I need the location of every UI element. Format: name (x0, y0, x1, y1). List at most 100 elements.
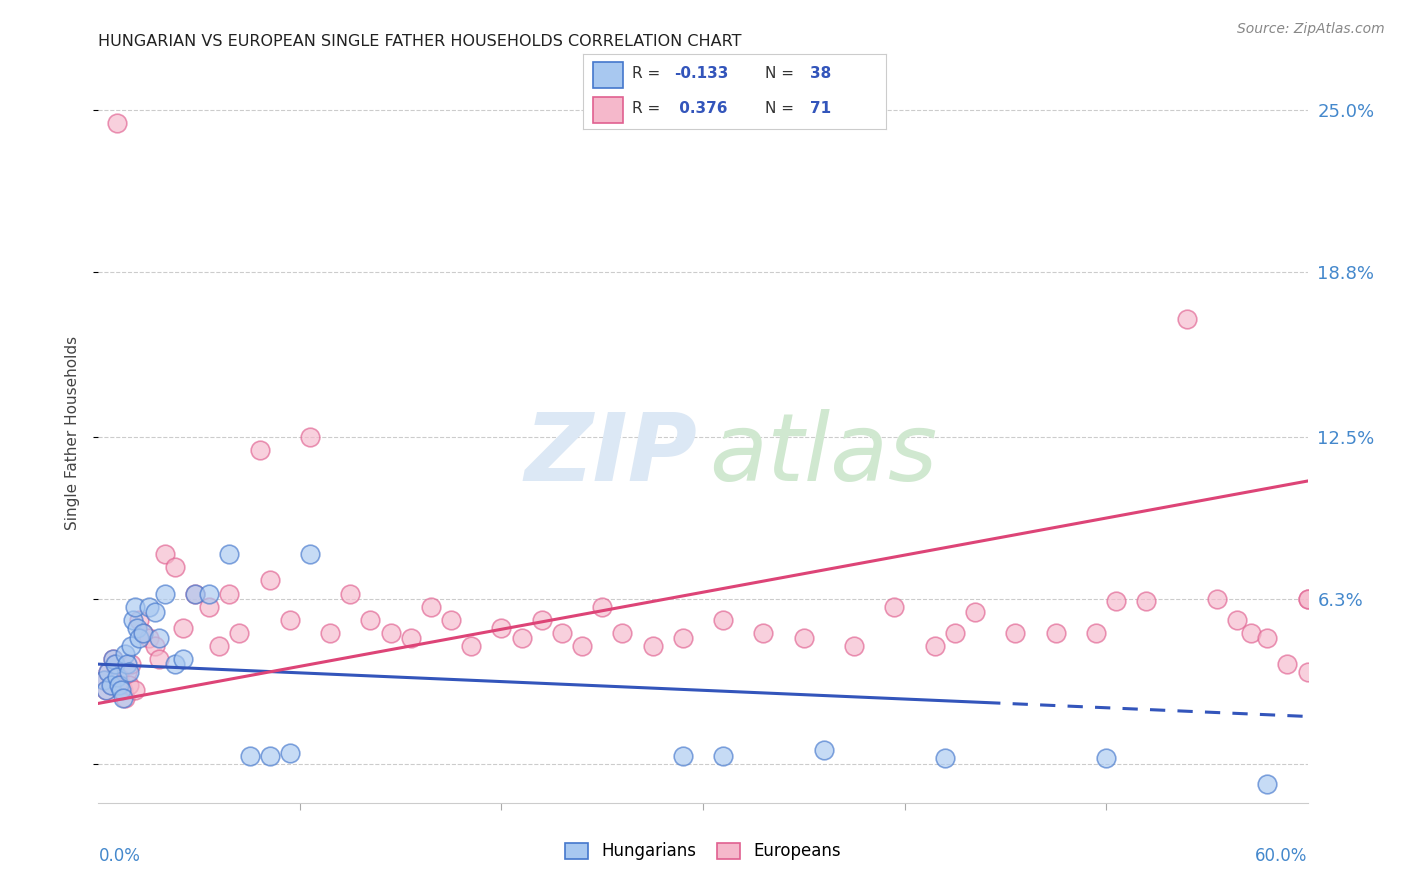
Point (1135, 594, 1157, 608)
Point (399, 631, 422, 645)
Point (163, 657, 186, 672)
Point (143, 639, 166, 653)
Point (153, 586, 176, 600)
Point (208, 639, 231, 653)
Point (103, 657, 125, 672)
Point (228, 625, 250, 640)
Point (752, 625, 775, 640)
Point (124, 683, 146, 698)
Point (172, 620, 194, 634)
Point (1175, 311, 1198, 326)
Point (100, 678, 122, 692)
Point (143, 605, 166, 619)
Point (172, 652, 194, 666)
Text: 60.0%: 60.0% (1256, 847, 1308, 865)
Point (1095, 751, 1118, 765)
Text: ZIP: ZIP (524, 409, 697, 500)
Text: -0.133: -0.133 (675, 67, 728, 81)
Point (198, 599, 221, 614)
Point (120, 639, 142, 653)
Point (107, 678, 129, 692)
Legend: Hungarians, Europeans: Hungarians, Europeans (557, 834, 849, 869)
Point (105, 670, 128, 684)
Text: HUNGARIAN VS EUROPEAN SINGLE FATHER HOUSEHOLDS CORRELATION CHART: HUNGARIAN VS EUROPEAN SINGLE FATHER HOUS… (98, 34, 742, 49)
Point (571, 639, 593, 653)
Point (132, 625, 155, 640)
Point (103, 657, 125, 672)
Point (124, 599, 146, 614)
Point (97, 665, 120, 679)
Point (460, 639, 482, 653)
Point (128, 631, 150, 645)
Text: atlas: atlas (709, 409, 938, 500)
Point (711, 748, 734, 763)
Text: R =: R = (631, 67, 665, 81)
Point (121, 613, 143, 627)
Point (793, 631, 815, 645)
Point (339, 586, 361, 600)
Point (114, 691, 136, 706)
Point (93, 673, 115, 687)
Point (125, 620, 148, 634)
Point (813, 743, 835, 757)
Point (1296, 665, 1319, 679)
Point (115, 657, 138, 672)
Point (148, 652, 170, 666)
Point (299, 429, 322, 443)
Point (218, 586, 240, 600)
Point (711, 613, 734, 627)
Text: 38: 38 (810, 67, 831, 81)
Point (118, 678, 141, 692)
Point (924, 639, 946, 653)
Point (491, 620, 513, 634)
Point (1226, 613, 1249, 627)
Y-axis label: Single Father Households: Single Father Households (65, 335, 80, 530)
Point (101, 652, 124, 666)
Text: Source: ZipAtlas.com: Source: ZipAtlas.com (1237, 22, 1385, 37)
Text: N =: N = (765, 102, 799, 116)
Text: N =: N = (765, 67, 799, 81)
Point (278, 746, 301, 760)
Point (105, 115, 128, 129)
Point (120, 657, 142, 672)
Point (1296, 591, 1319, 606)
Point (1256, 777, 1278, 791)
Text: 0.376: 0.376 (675, 102, 728, 116)
Point (110, 683, 132, 698)
Point (148, 631, 170, 645)
Point (943, 625, 966, 640)
Point (138, 599, 160, 614)
Point (97, 665, 120, 679)
Point (551, 625, 574, 640)
Point (612, 625, 634, 640)
Point (259, 574, 281, 588)
Point (107, 670, 129, 684)
Point (259, 748, 281, 763)
Point (100, 678, 122, 692)
Point (510, 631, 533, 645)
Point (440, 613, 463, 627)
Point (239, 748, 262, 763)
Point (1004, 625, 1026, 640)
Point (883, 599, 905, 614)
Point (1277, 657, 1299, 672)
FancyBboxPatch shape (592, 62, 623, 87)
Point (163, 560, 186, 574)
Point (965, 605, 987, 619)
Point (184, 586, 207, 600)
Point (128, 613, 150, 627)
Point (153, 547, 176, 561)
Point (1296, 591, 1319, 606)
Point (1045, 625, 1067, 640)
Point (672, 748, 695, 763)
Point (380, 625, 402, 640)
Point (1085, 625, 1108, 640)
Point (844, 639, 866, 653)
Text: 71: 71 (810, 102, 831, 116)
Point (111, 691, 134, 706)
Point (1105, 594, 1128, 608)
Point (1206, 591, 1229, 606)
Text: 0.0%: 0.0% (98, 847, 141, 865)
Point (934, 751, 956, 765)
Point (249, 442, 271, 457)
